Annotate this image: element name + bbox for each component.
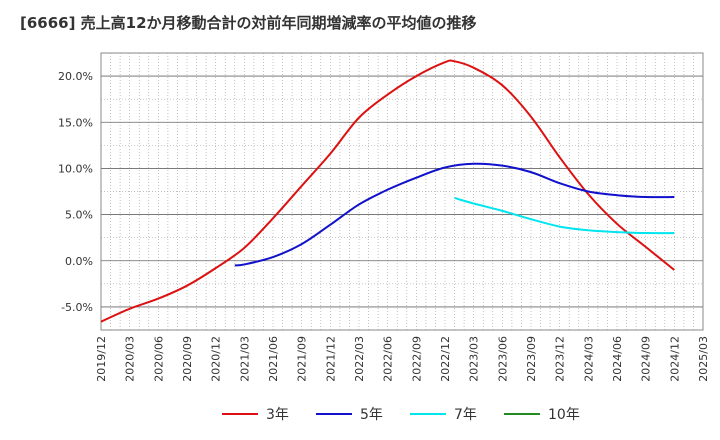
x-tick-label: 2022/06: [382, 336, 395, 382]
legend-swatch: [222, 413, 258, 415]
x-tick-label: 2022/12: [439, 336, 452, 382]
x-tick-label: 2025/03: [697, 336, 710, 382]
chart-title: [6666] 売上高12か月移動合計の対前年同期増減率の平均値の推移: [20, 14, 477, 32]
plot-area-frame: [100, 52, 704, 331]
legend-label: 7年: [454, 407, 477, 423]
series-line: [234, 162, 675, 267]
x-tick-label: 2024/09: [640, 336, 653, 382]
legend-item: 10年: [504, 402, 580, 426]
x-tick-label: 2021/09: [296, 336, 309, 382]
x-tick-label: 2019/12: [95, 336, 108, 382]
y-tick-label: 5.0%: [65, 209, 93, 222]
y-tick-label: 20.0%: [58, 70, 93, 83]
y-tick-label: 15.0%: [58, 116, 93, 129]
legend-label: 3年: [266, 407, 289, 423]
x-tick-label: 2021/12: [324, 336, 337, 382]
y-tick-label: 10.0%: [58, 162, 93, 175]
legend-swatch: [504, 413, 540, 415]
legend-swatch: [316, 413, 352, 415]
x-tick-label: 2021/06: [267, 336, 280, 382]
x-tick-label: 2023/09: [525, 336, 538, 382]
legend: 3年 5年 7年 10年: [0, 402, 720, 426]
x-axis-tick-labels: 2019/12 2020/03 2020/06 2020/09 2020/12 2021/…: [95, 336, 710, 382]
legend-item: 5年: [316, 402, 383, 426]
series-lines: [100, 59, 675, 323]
x-tick-label: 2024/06: [611, 336, 624, 382]
legend-swatch: [410, 413, 446, 415]
x-tick-label: 2020/06: [152, 336, 165, 382]
x-tick-label: 2023/12: [554, 336, 567, 382]
x-tick-label: 2022/09: [410, 336, 423, 382]
legend-item: 3年: [222, 402, 289, 426]
x-tick-label: 2020/09: [181, 336, 194, 382]
x-tick-label: 2024/12: [668, 336, 681, 382]
x-tick-label: 2020/12: [210, 336, 223, 382]
series-line: [100, 59, 675, 323]
x-tick-label: 2020/03: [124, 336, 137, 382]
x-tick-label: 2023/03: [468, 336, 481, 382]
y-tick-label: 0.0%: [65, 255, 93, 268]
y-axis-tick-labels: 20.0% 15.0% 10.0% 5.0% 0.0% -5.0%: [58, 70, 93, 314]
legend-item: 7年: [410, 402, 477, 426]
x-tick-label: 2022/03: [353, 336, 366, 382]
legend-label: 10年: [548, 407, 580, 423]
line-chart: 20.0% 15.0% 10.0% 5.0% 0.0% -5.0% 2019/12 2020…: [58, 52, 710, 382]
grid-lines: [100, 52, 704, 331]
series-line: [454, 197, 675, 235]
legend-label: 5年: [360, 407, 383, 423]
y-tick-label: -5.0%: [61, 301, 93, 314]
x-tick-label: 2023/06: [496, 336, 509, 382]
x-tick-label: 2021/03: [238, 336, 251, 382]
x-tick-label: 2024/03: [582, 336, 595, 382]
